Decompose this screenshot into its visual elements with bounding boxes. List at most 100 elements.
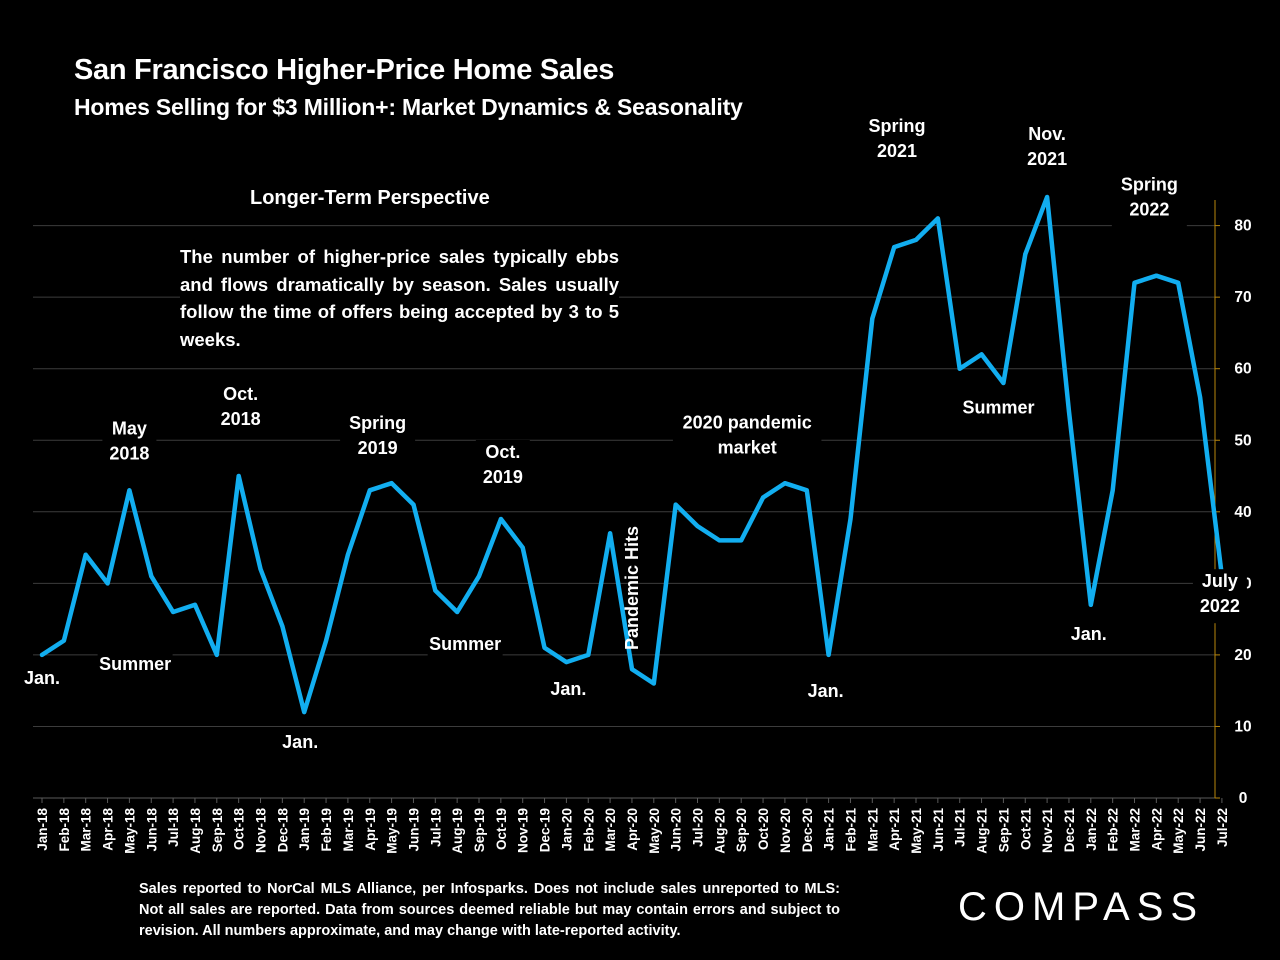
- annotation-label: Summer: [429, 634, 501, 654]
- annotation-label: Summer: [99, 654, 171, 674]
- x-tick-label: Oct-18: [232, 808, 247, 851]
- x-tick-label: Mar-19: [341, 808, 356, 852]
- annotation-label: 2018: [109, 443, 149, 463]
- annotation-label: Nov.: [1028, 124, 1066, 144]
- annotation-backdrop: [859, 113, 935, 168]
- annotation-backdrop: [672, 410, 822, 465]
- x-tick-label: Jun-20: [669, 808, 684, 852]
- x-tick-label: May-20: [647, 808, 662, 854]
- annotation-label: 2018: [221, 409, 261, 429]
- x-tick-label: Aug-20: [712, 808, 727, 854]
- x-tick-label: Feb-21: [843, 808, 858, 852]
- annotation-backdrop: [1192, 569, 1247, 624]
- x-tick-label: May-22: [1171, 808, 1186, 854]
- data-point: [280, 624, 285, 629]
- data-point: [411, 502, 416, 507]
- x-tick-label: Jan-20: [559, 808, 574, 851]
- data-point: [520, 545, 525, 550]
- annotation-backdrop: [213, 382, 268, 437]
- x-tick-label: Feb-18: [57, 808, 72, 852]
- x-tick-label: Aug-21: [975, 808, 990, 854]
- data-point: [1132, 280, 1137, 285]
- y-tick-label: 0: [1239, 790, 1248, 807]
- data-point: [826, 652, 831, 657]
- x-tick-label: Apr-18: [101, 808, 116, 851]
- y-tick-label: 40: [1234, 504, 1251, 521]
- annotation-label: Jan.: [24, 668, 60, 688]
- x-tick-label: Mar-20: [603, 808, 618, 852]
- y-tick-label: 80: [1234, 218, 1251, 235]
- data-point: [433, 588, 438, 593]
- annotation-backdrop: [97, 651, 173, 681]
- data-point: [1176, 280, 1181, 285]
- y-tick-label: 10: [1234, 718, 1251, 735]
- annotation-backdrop: [273, 730, 328, 760]
- annotation-label: Jan.: [808, 681, 844, 701]
- data-point: [717, 538, 722, 543]
- data-point: [1023, 252, 1028, 257]
- annotation-backdrop: [1111, 172, 1187, 227]
- x-tick-label: Sep-18: [210, 808, 225, 853]
- annotation-backdrop: [102, 416, 157, 471]
- annotation-label: 2022: [1129, 200, 1169, 220]
- data-point: [367, 488, 372, 493]
- annotation-backdrop: [15, 665, 69, 695]
- x-tick-label: Oct-21: [1018, 808, 1033, 851]
- x-tick-label: Jan-21: [822, 808, 837, 851]
- x-tick-label: Mar-18: [79, 808, 94, 852]
- annotation-label: Oct.: [485, 442, 520, 462]
- x-tick-label: Jun-22: [1193, 808, 1208, 852]
- x-tick-label: Dec-21: [1062, 808, 1077, 853]
- data-point: [804, 488, 809, 493]
- x-tick-label: Apr-22: [1149, 808, 1164, 851]
- data-point: [40, 652, 44, 657]
- data-point: [673, 502, 678, 507]
- x-tick-label: Jan-19: [297, 808, 312, 851]
- data-point: [302, 710, 307, 715]
- chart-title: San Francisco Higher-Price Home Sales: [74, 54, 615, 86]
- data-point: [586, 652, 591, 657]
- x-tick-label: Oct-19: [494, 808, 509, 850]
- x-tick-label: Sep-19: [472, 808, 487, 852]
- annotation-label: Pandemic Hits: [622, 526, 642, 650]
- x-tick-label: Aug-18: [188, 808, 203, 854]
- annotation-backdrop: [475, 439, 530, 494]
- data-point: [695, 524, 700, 529]
- x-tick-label: Dec-18: [275, 808, 290, 853]
- x-tick-label: May-19: [385, 808, 400, 854]
- data-point: [1066, 409, 1071, 414]
- footnote: Sales reported to NorCal MLS Alliance, p…: [139, 881, 840, 939]
- x-tick-label: Nov-19: [516, 808, 531, 853]
- x-axis: Jan-18 Feb-18 Mar-18 Apr-18 May-18 Jun-18 Jul-…: [33, 797, 1230, 854]
- x-tick-label: Jan-22: [1084, 808, 1099, 851]
- x-tick-label: Oct-20: [756, 808, 771, 850]
- annotation-backdrop: [798, 678, 853, 708]
- y-axis: 01020304050607080: [1214, 200, 1252, 807]
- annotation-label: 2020 pandemic: [683, 412, 812, 432]
- data-point: [739, 538, 744, 543]
- data-point: [1198, 395, 1203, 400]
- data-point: [1045, 194, 1050, 199]
- annotation-label: 2019: [358, 438, 398, 458]
- annotation-label: Spring: [1121, 175, 1178, 195]
- data-point: [979, 352, 984, 357]
- data-point: [892, 245, 897, 250]
- data-point: [629, 667, 634, 672]
- data-point: [345, 552, 350, 557]
- data-point: [498, 516, 503, 521]
- compass-logo: COMPASS: [958, 885, 1205, 929]
- data-point: [935, 216, 940, 221]
- x-tick-label: Mar-22: [1128, 808, 1143, 852]
- data-point: [258, 567, 263, 572]
- annotation-label: Jan.: [550, 679, 586, 699]
- data-point: [149, 574, 154, 579]
- annotation-backdrop: [1061, 621, 1116, 651]
- annotation-label: Spring: [869, 116, 926, 136]
- annotation-label: 2021: [877, 141, 917, 161]
- data-point: [192, 602, 197, 607]
- x-tick-label: Jan-18: [35, 808, 50, 851]
- annotation-label: Jan.: [282, 732, 318, 752]
- data-point: [61, 638, 66, 643]
- annotation-label: 2022: [1200, 596, 1240, 616]
